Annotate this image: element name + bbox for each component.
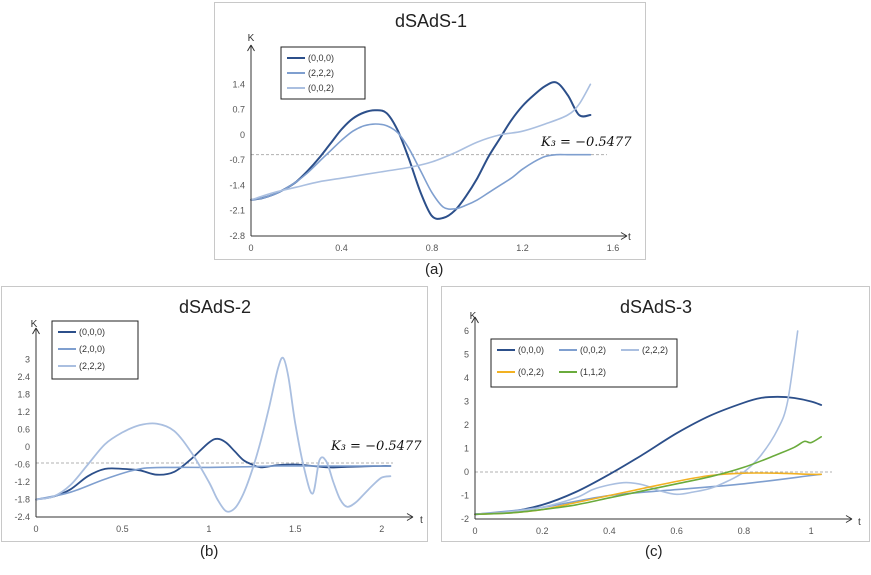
y-tick-label: -2.1: [229, 206, 245, 216]
legend-label: (0,0,2): [308, 83, 334, 93]
legend-label: (0,0,0): [308, 53, 334, 63]
x-tick-label: 0.4: [603, 526, 616, 536]
caption-b: (b): [200, 543, 219, 560]
caption-c: (c): [645, 543, 663, 560]
y-tick-label: 0.7: [232, 105, 245, 115]
chart-title-a: dSAdS-1: [395, 11, 467, 31]
series-line-222: [250, 123, 592, 210]
y-tick-label: 1: [464, 444, 469, 454]
x-tick-label: 1.5: [289, 524, 302, 534]
y-tick-label: 2: [464, 420, 469, 430]
y-tick-label: -1: [461, 491, 469, 501]
x-axis-arrow: [406, 513, 414, 521]
legend-label: (0,0,0): [518, 345, 544, 355]
y-tick-label: 1.8: [17, 390, 30, 400]
x-tick-label: 0.4: [335, 243, 348, 253]
x-tick-label: 0.5: [116, 524, 129, 534]
y-tick-label: -0.6: [14, 460, 30, 470]
x-tick-label: 0: [472, 526, 477, 536]
k3-annotation: K₃ = −0.5477: [540, 135, 632, 150]
chart-panel-b: dSAdS-2 3 2.4 1.8 1.2 0.6 0 -0.6 -1.2 -1.8 -2.4 0 0.…: [1, 286, 428, 542]
chart-svg-b: dSAdS-232.41.81.20.60-0.6-1.2-1.8-2.40 0.…: [14, 297, 423, 534]
series-line-112: [474, 436, 822, 516]
x-tick-label: 1.6: [607, 243, 620, 253]
series-line-000: [474, 395, 823, 516]
x-tick-label: 2: [379, 524, 384, 534]
x-tick-label: 0.8: [738, 526, 751, 536]
series-line-222: [474, 330, 799, 516]
chart-title-c: dSAdS-3: [620, 297, 692, 317]
x-axis-arrow: [845, 515, 853, 523]
chart-panel-c: dSAdS-3 6 5 4 3 2 1 0 -1 -2 0 0.2 0.4 0.6 0.8 1 t K (0,0,0…: [441, 286, 870, 542]
y-tick-label: -1.2: [14, 477, 30, 487]
x-tick-label: 0: [33, 524, 38, 534]
y-tick-label: 2.4: [17, 372, 30, 382]
x-axis-label: t: [420, 515, 423, 526]
y-tick-label: 3: [464, 397, 469, 407]
x-tick-label: 0.8: [426, 243, 439, 253]
x-axis-arrow: [620, 232, 628, 240]
x-axis-label: t: [858, 517, 861, 528]
chart-title-b: dSAdS-2: [179, 297, 251, 317]
y-tick-label: -0.7: [229, 155, 245, 165]
y-tick-label: -1.4: [229, 180, 245, 190]
y-tick-label: 3: [25, 355, 30, 365]
legend-label: (0,0,0): [79, 327, 105, 337]
y-tick-label: 0: [240, 130, 245, 140]
series-line-200: [35, 465, 392, 501]
legend-label: (0,0,2): [580, 345, 606, 355]
series-line-000: [35, 437, 392, 501]
chart-panel-a: dSAdS-1 1.4 0.7 0 -0.7 -1.4 -2.1 -2.8 0 0.4 0.8 1.2…: [214, 2, 646, 260]
x-tick-label: 0.6: [670, 526, 683, 536]
y-tick-label: 4: [464, 373, 469, 383]
x-tick-label: 0: [248, 243, 253, 253]
y-axis-arrow: [471, 316, 479, 324]
legend-label: (2,2,2): [79, 361, 105, 371]
x-tick-label: 1: [809, 526, 814, 536]
caption-a: (a): [425, 261, 444, 278]
x-tick-label: 0.2: [536, 526, 549, 536]
y-axis-label: K: [470, 311, 477, 322]
x-tick-label: 1: [206, 524, 211, 534]
y-axis-arrow: [247, 44, 255, 52]
y-axis-label: K: [31, 319, 38, 330]
y-tick-label: 0: [464, 467, 469, 477]
x-axis-label: t: [628, 232, 631, 243]
y-tick-label: 0: [25, 442, 30, 452]
series-line-222: [35, 356, 392, 513]
y-axis-arrow: [32, 327, 40, 335]
legend-box: [490, 338, 678, 388]
y-tick-label: -2.4: [14, 512, 30, 522]
x-tick-label: 1.2: [516, 243, 529, 253]
legend-label: (2,0,0): [79, 344, 105, 354]
y-tick-label: 1.2: [17, 407, 30, 417]
y-tick-label: -2.8: [229, 231, 245, 241]
y-tick-label: 6: [464, 326, 469, 336]
y-axis-label: K: [248, 33, 255, 44]
legend-label: (2,2,2): [308, 68, 334, 78]
y-tick-label: -2: [461, 514, 469, 524]
legend-label: (1,1,2): [580, 367, 606, 377]
y-tick-label: 0.6: [17, 425, 30, 435]
chart-svg-a: dSAdS-11.40.70-0.7-1.4-2.1-2.80 0.4 0.8 1.2…: [229, 11, 632, 253]
y-tick-label: 1.4: [232, 79, 245, 89]
series-line-000: [250, 81, 592, 220]
series-line-002: [250, 83, 592, 201]
legend-label: (2,2,2): [642, 345, 668, 355]
legend-label: (0,2,2): [518, 367, 544, 377]
y-tick-label: -1.8: [14, 495, 30, 505]
k3-annotation: K₃ = −0.5477: [330, 439, 422, 454]
y-tick-label: 5: [464, 350, 469, 360]
